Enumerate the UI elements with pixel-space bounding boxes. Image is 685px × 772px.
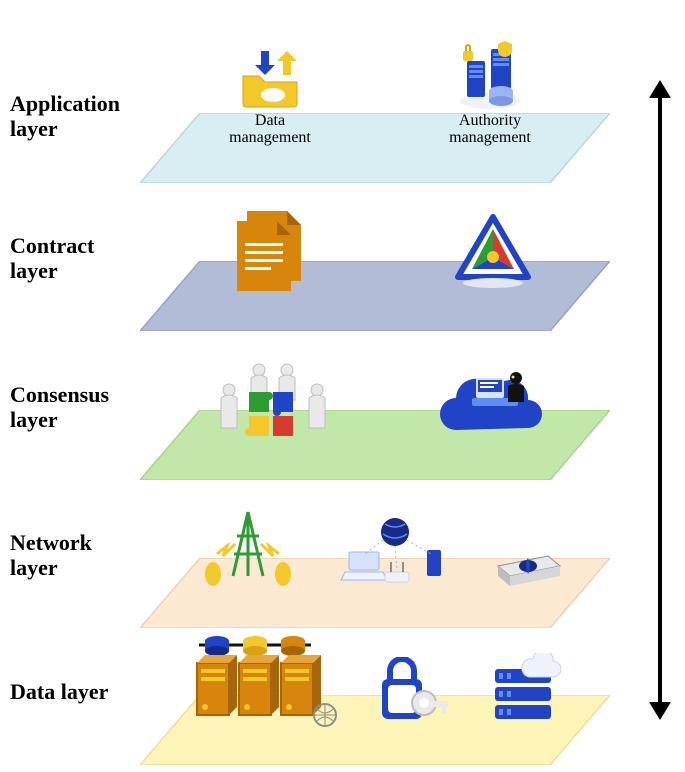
caption: Authority management: [449, 113, 531, 147]
layer-icons: Data management: [160, 55, 600, 147]
cloud-desk-icon: [438, 360, 548, 444]
item-devices: [335, 512, 455, 592]
layer-label: Application layer: [10, 91, 140, 142]
item-router-book: [488, 532, 568, 592]
cloud-rack-icon: [483, 653, 569, 729]
layer-icons: [160, 500, 600, 592]
item-cloud-desk: [438, 360, 548, 444]
item-cloud-rack: [483, 653, 569, 729]
layer-consensus: Consensus layer: [0, 352, 630, 487]
layer-label: Network layer: [10, 530, 140, 581]
item-tower: [193, 506, 303, 592]
device-book-icon: [488, 532, 568, 592]
item-lock-key: [372, 657, 452, 729]
data-management-icon: [225, 41, 315, 111]
authority-management-icon: [445, 41, 535, 111]
label-line1: Application: [10, 91, 120, 116]
lock-key-icon: [372, 657, 452, 729]
layer-label: Contract layer: [10, 233, 140, 284]
radio-tower-icon: [193, 506, 303, 592]
layer-icons: [160, 352, 600, 444]
layer-contract: Contract layer: [0, 203, 630, 338]
item-data-management: Data management: [225, 41, 315, 147]
layer-data: Data layer: [0, 637, 630, 772]
item-authority-management: Authority management: [445, 41, 535, 147]
item-documents: [223, 207, 323, 295]
puzzle-team-icon: [213, 358, 333, 444]
item-prism: [448, 211, 538, 295]
label-line2: layer: [10, 116, 58, 141]
caption: Data management: [229, 113, 311, 147]
layer-icons: [160, 637, 600, 729]
servers-icon: [191, 633, 341, 729]
layer-icons: [160, 203, 600, 295]
layer-label: Consensus layer: [10, 382, 140, 433]
layer-application: Application layer: [0, 55, 630, 190]
item-servers: [191, 633, 341, 729]
devices-globe-icon: [335, 512, 455, 592]
item-puzzle-team: [213, 358, 333, 444]
vertical-double-arrow-icon: [645, 80, 675, 720]
layer-network: Network layer: [0, 500, 630, 635]
layer-label: Data layer: [10, 679, 140, 704]
prism-icon: [448, 211, 538, 295]
diagram-stage: Application layer: [0, 0, 685, 771]
documents-icon: [223, 207, 323, 295]
